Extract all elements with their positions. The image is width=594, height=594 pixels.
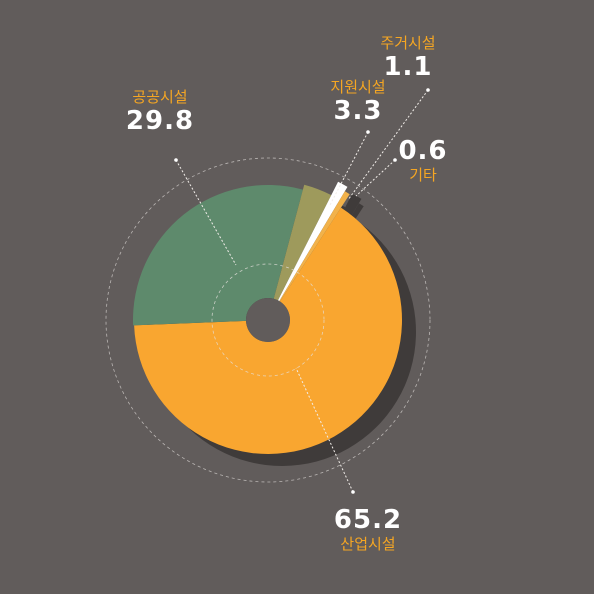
outer-dashed-ring bbox=[105, 157, 431, 483]
label-public-name: 공공시설 bbox=[132, 88, 188, 106]
label-support-value: 3.3 bbox=[333, 96, 383, 126]
label-other-value: 0.6 bbox=[398, 136, 448, 166]
leader-dot-support bbox=[366, 130, 370, 134]
slice-industrial bbox=[134, 207, 402, 455]
label-residential: 주거시설 1.1 bbox=[338, 34, 478, 82]
label-industrial: 65.2 산업시설 bbox=[308, 505, 428, 553]
label-other: 0.6 기타 bbox=[388, 136, 458, 184]
leader-line-other bbox=[355, 159, 396, 197]
slice-support bbox=[273, 184, 332, 301]
label-residential-value: 1.1 bbox=[383, 52, 433, 82]
leader-line-industrial bbox=[295, 367, 354, 493]
slice-residential bbox=[277, 181, 348, 302]
label-industrial-value: 65.2 bbox=[333, 505, 403, 535]
inner-dashed-ring bbox=[211, 263, 325, 377]
leader-line-support bbox=[329, 131, 369, 206]
leader-dot-public bbox=[174, 158, 178, 162]
label-public: 공공시설 29.8 bbox=[95, 88, 225, 136]
center-hole bbox=[246, 298, 290, 342]
label-residential-name: 주거시설 bbox=[380, 34, 436, 52]
slice-other bbox=[279, 191, 350, 302]
leader-line-public bbox=[175, 159, 237, 266]
label-support: 지원시설 3.3 bbox=[298, 78, 418, 126]
label-other-name: 기타 bbox=[409, 166, 437, 184]
label-public-value: 29.8 bbox=[125, 106, 195, 136]
slice-public bbox=[133, 184, 303, 326]
leader-dot-industrial bbox=[351, 490, 355, 494]
label-industrial-name: 산업시설 bbox=[340, 535, 396, 553]
label-support-name: 지원시설 bbox=[330, 78, 386, 96]
leader-dot-other bbox=[393, 158, 397, 162]
leader-line-residential bbox=[347, 89, 429, 201]
leader-dot-residential bbox=[426, 88, 430, 92]
